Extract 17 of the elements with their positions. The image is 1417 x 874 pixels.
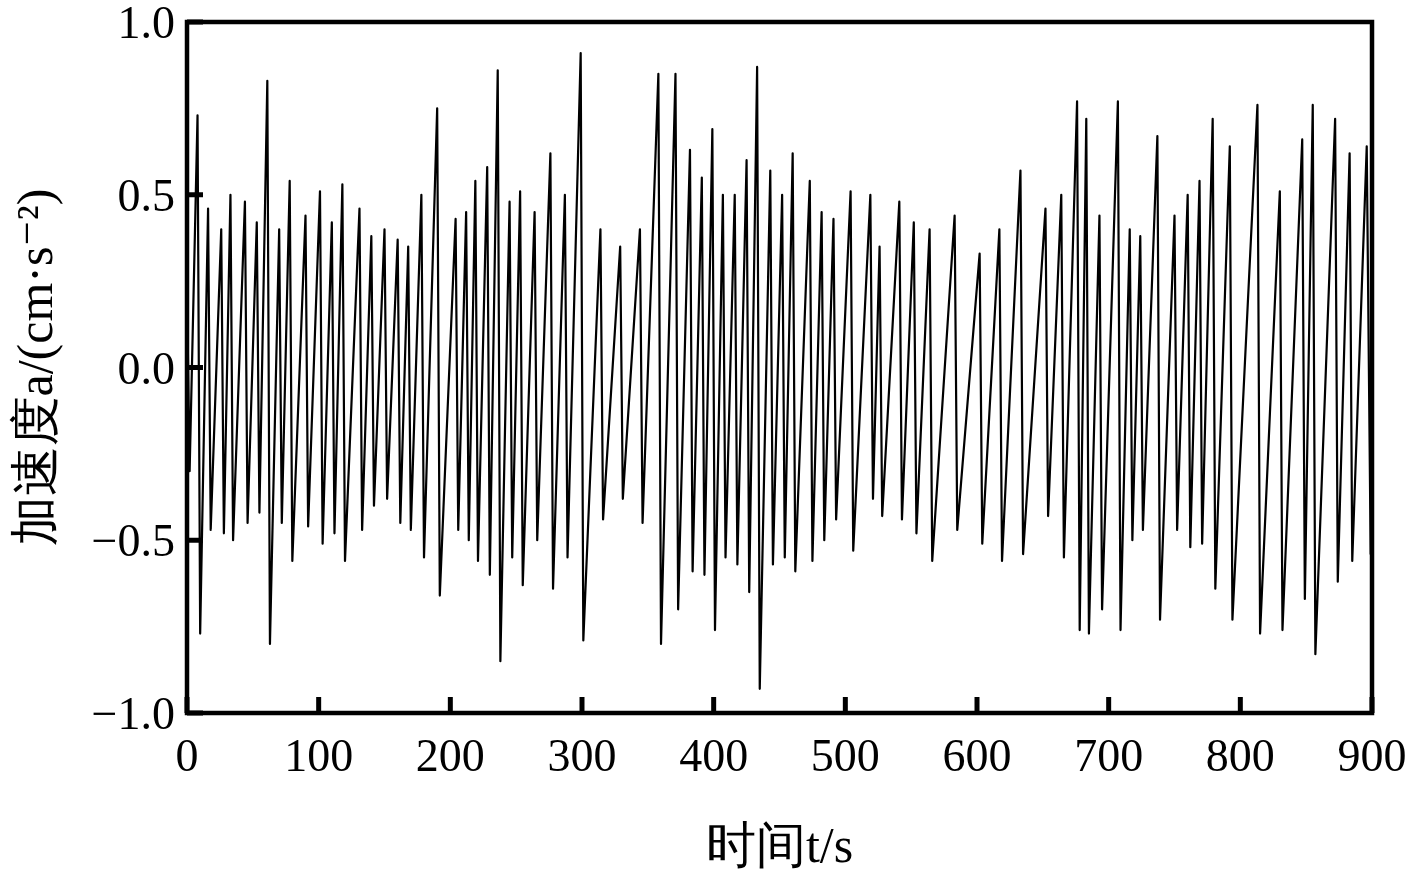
x-tick-label: 400 xyxy=(679,730,749,781)
y-tick-label: 0.5 xyxy=(117,169,175,221)
y-tick-label: −0.5 xyxy=(91,515,175,567)
x-tick-label: 300 xyxy=(547,730,617,781)
x-tick-label: 100 xyxy=(284,730,354,781)
x-tick-label: 900 xyxy=(1337,730,1407,781)
x-tick-label: 700 xyxy=(1074,730,1144,781)
x-tick-label: 800 xyxy=(1205,730,1275,781)
x-tick-label: 0 xyxy=(175,730,199,781)
y-tick-label: 0.0 xyxy=(117,342,175,394)
x-axis-title: 时间t/s xyxy=(705,817,854,873)
x-tick-label: 500 xyxy=(810,730,880,781)
x-tick-label: 200 xyxy=(415,730,485,781)
y-axis-title: 加速度a/(cm·s⁻²) xyxy=(7,188,63,547)
x-tick-label: 600 xyxy=(942,730,1012,781)
y-tick-label: −1.0 xyxy=(91,688,175,739)
y-tick-label: 1.0 xyxy=(117,0,175,48)
